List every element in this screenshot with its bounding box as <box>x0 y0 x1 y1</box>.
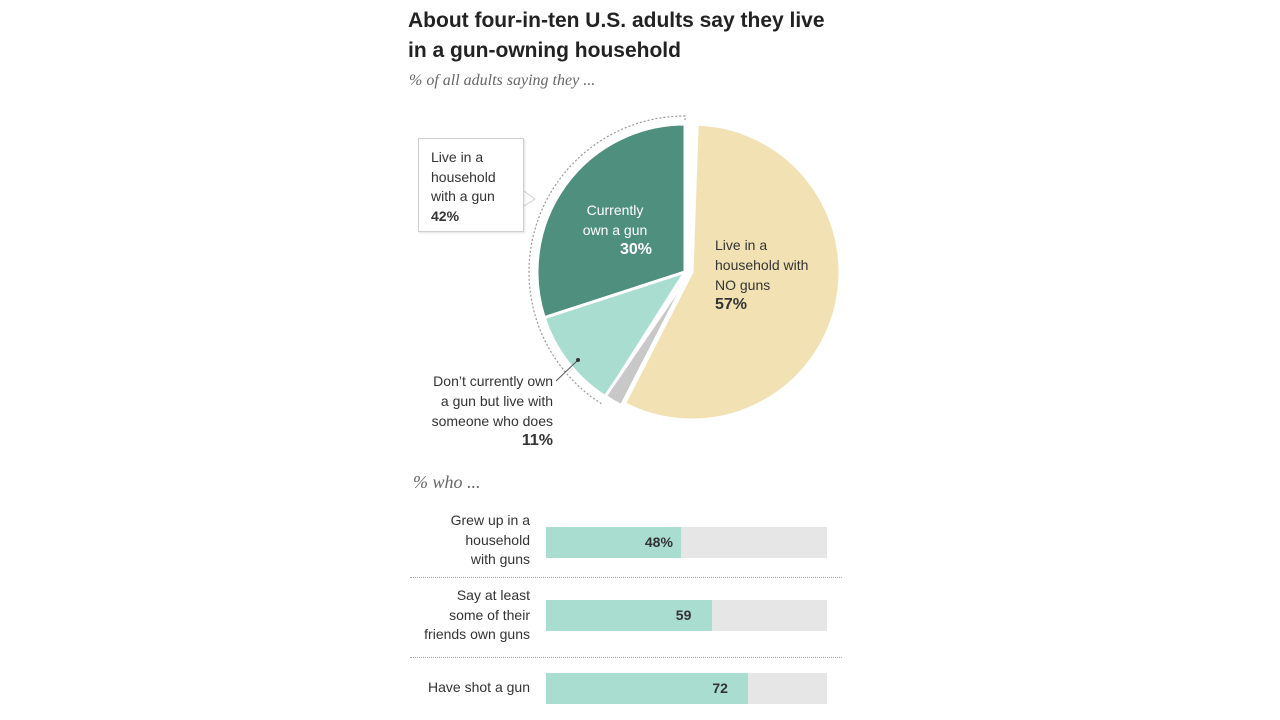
callout-pointer <box>520 188 536 209</box>
label-pct: 11% <box>521 432 553 449</box>
leader-dot <box>576 358 580 362</box>
label-no-guns: Live in a household with NO guns 57% <box>715 235 808 315</box>
bar-track: 59 <box>546 600 827 631</box>
bar-value-label: 48% <box>644 534 673 550</box>
callout-line: household <box>431 168 496 185</box>
label-line: NO guns <box>715 277 771 293</box>
bar-fill <box>546 673 749 704</box>
bar-label-line: some of their <box>449 606 530 623</box>
bar-label-line: friends own guns <box>424 626 530 642</box>
bar-category-label: Have shot a gun <box>428 678 530 698</box>
bar-row: Say at least some of their friends own g… <box>410 586 842 646</box>
pie-slice-own-gun <box>535 122 687 320</box>
label-own-gun: Currently own a gun 30% <box>578 200 652 260</box>
callout-line: Live in a <box>431 149 484 165</box>
bar-value-label: 59 <box>675 607 692 623</box>
bar-label-line: Grew up in a <box>450 512 530 528</box>
label-live-with-owner: Don’t currently own a gun but live with … <box>408 371 553 451</box>
bar-row: Have shot a gun 72 <box>410 672 842 707</box>
callout-line: with a gun <box>431 188 495 204</box>
label-line: Don’t currently own <box>433 373 553 389</box>
chart-title: About four-in-ten U.S. adults say they l… <box>408 9 825 62</box>
bar-category-label: Grew up in a household with guns <box>451 511 530 570</box>
pie-slice-no-guns <box>622 122 842 422</box>
gun-household-bracket <box>528 115 686 405</box>
bar-section-subtitle: % who ... <box>413 472 481 492</box>
bar-fill <box>546 600 712 631</box>
label-line: a gun but live with <box>440 393 553 409</box>
pie-slice-no-answer <box>603 273 691 408</box>
bar-category-label: Say at least some of their friends own g… <box>424 586 530 645</box>
label-line: Currently <box>586 202 644 218</box>
bar-track: 48% <box>546 527 827 558</box>
callout-pct: 42% <box>431 207 460 224</box>
pie-slice-live-with-owner <box>542 269 689 400</box>
leader-line <box>555 359 579 382</box>
label-line: own a gun <box>582 222 648 238</box>
bar-value-label: 72 <box>712 680 728 696</box>
label-line: household with <box>715 257 809 273</box>
bar-row: Grew up in a household with guns 48% <box>410 510 842 570</box>
label-line: Live in a <box>715 237 768 253</box>
bar-label-line: with guns <box>470 551 530 567</box>
bar-label-line: household <box>465 531 530 548</box>
row-divider <box>410 577 842 578</box>
label-pct: 30% <box>619 241 652 258</box>
bar-label-line: Have shot a gun <box>428 679 530 695</box>
label-pct: 57% <box>715 296 748 313</box>
callout-gun-household: Live in a household with a gun 42% <box>418 138 524 232</box>
bar-track: 72 <box>546 673 827 704</box>
chart-subtitle: % of all adults saying they ... <box>409 72 596 89</box>
row-divider <box>410 657 842 658</box>
pie-chart <box>520 115 842 422</box>
bar-label-line: Say at least <box>456 587 530 603</box>
label-line: someone who does <box>431 413 553 429</box>
bar-fill <box>546 527 681 558</box>
